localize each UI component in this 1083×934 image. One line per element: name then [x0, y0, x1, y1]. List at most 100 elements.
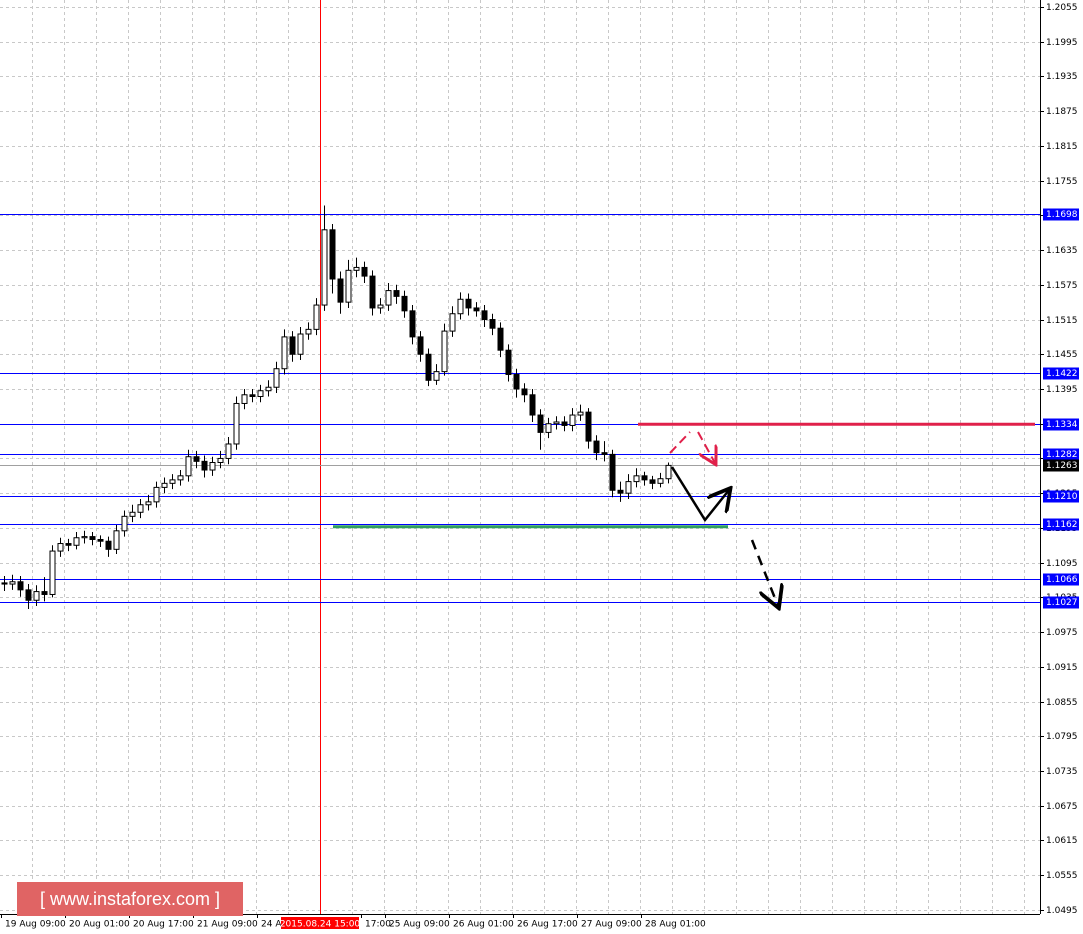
level-tag	[1043, 367, 1079, 380]
level-label: 1.1210	[1046, 492, 1078, 502]
y-tick-label: 1.1455	[1046, 350, 1078, 360]
y-tick-label: 1.0855	[1046, 698, 1078, 708]
x-tick-label: 21 Aug 09:00	[197, 920, 258, 930]
candle-body	[649, 479, 656, 484]
candle-body	[17, 581, 24, 591]
level-label: 1.1162	[1046, 520, 1078, 530]
candle-body	[489, 319, 496, 329]
candle-body	[305, 328, 312, 335]
candle-body	[345, 269, 352, 303]
watermark: [ www.instaforex.com ]	[17, 882, 243, 916]
candle-body	[561, 421, 568, 426]
price-label: 1.1263	[1046, 461, 1078, 471]
candle-body	[281, 336, 288, 370]
candle-body	[665, 464, 672, 480]
candle-body	[137, 504, 144, 513]
candle-body	[145, 501, 152, 506]
candle-body	[601, 452, 608, 455]
level-label: 1.1334	[1046, 420, 1078, 430]
candle-body	[513, 374, 520, 390]
forecast-arrows	[669, 431, 778, 606]
level-tag	[1043, 418, 1079, 431]
y-tick-label: 1.1095	[1046, 559, 1078, 569]
x-tick-label: 28 Aug 01:00	[645, 920, 706, 930]
candle-body	[81, 536, 88, 539]
candle-body	[153, 486, 160, 503]
candle-body	[217, 457, 224, 463]
candle-body	[1, 582, 8, 585]
arrow	[670, 466, 729, 523]
candle-body	[537, 414, 544, 433]
cursor-tag	[281, 917, 359, 929]
candle-body	[625, 481, 632, 494]
candle-body	[249, 394, 256, 398]
candle-body	[273, 368, 280, 388]
x-tick-label: 20 Aug 17:00	[133, 920, 194, 930]
candle-body	[617, 489, 624, 494]
level-tag	[1043, 573, 1079, 586]
x-tick-label: 20 Aug 01:00	[69, 920, 130, 930]
axes	[0, 0, 1041, 915]
y-tick-label: 1.2055	[1046, 3, 1078, 13]
candle-body	[609, 453, 616, 491]
candle-body	[569, 414, 576, 426]
y-tick-label: 1.1395	[1046, 385, 1078, 395]
candle-body	[377, 304, 384, 309]
y-tick-label: 1.1815	[1046, 142, 1078, 152]
candle-body	[313, 304, 320, 330]
watermark-text: [ www.instaforex.com ]	[40, 889, 220, 909]
candle-body	[97, 538, 104, 542]
candle-body	[417, 336, 424, 355]
candle-body	[113, 530, 120, 550]
candle-body	[297, 333, 304, 355]
grid	[0, 0, 1044, 914]
candle-body	[233, 402, 240, 445]
x-tick-label: 24 A	[261, 920, 282, 930]
candle-body	[353, 266, 360, 271]
candle-body	[185, 456, 192, 477]
candle-body	[433, 371, 440, 381]
arrow	[697, 431, 715, 463]
y-tick-label: 1.0555	[1046, 871, 1078, 881]
x-tick-label: 26 Aug 17:00	[517, 920, 578, 930]
candle-body	[49, 550, 56, 595]
level-label: 1.1282	[1046, 450, 1078, 460]
candle-body	[41, 591, 48, 595]
candle-body	[193, 456, 200, 462]
candle-body	[289, 336, 296, 355]
tags: 1.2055 1.1995 1.1935 1.1875 1.1815 1.1755 1.16…	[1, 3, 1079, 930]
candle-body	[121, 515, 128, 532]
candle-body	[481, 310, 488, 321]
y-tick-label: 1.0975	[1046, 628, 1078, 638]
candle-body	[585, 411, 592, 442]
y-tick-label: 1.0735	[1046, 767, 1078, 777]
candle-body	[425, 353, 432, 381]
candle-body	[257, 390, 264, 398]
y-tick-label: 1.0915	[1046, 663, 1078, 673]
candle-body	[65, 543, 72, 546]
y-tick-label: 1.0495	[1046, 906, 1078, 916]
y-tick-label: 1.0675	[1046, 802, 1078, 812]
y-tick-label: 1.1755	[1046, 177, 1078, 187]
candle-body	[393, 290, 400, 297]
cursor-label: 2015.08.24 15:00	[280, 920, 361, 930]
candle-body	[529, 394, 536, 416]
candle-body	[465, 298, 472, 309]
y-tick-label: 1.1635	[1046, 246, 1078, 256]
candle-body	[441, 330, 448, 373]
candle-body	[73, 537, 80, 546]
candle-body	[9, 581, 16, 585]
candle-body	[201, 460, 208, 471]
x-tick-label: 17:00	[365, 920, 391, 930]
candle-body	[401, 295, 408, 312]
level-tag	[1043, 518, 1079, 531]
y-tick-label: 1.0615	[1046, 836, 1078, 846]
candle-body	[593, 440, 600, 454]
marks	[0, 205, 1040, 609]
candle-body	[553, 421, 560, 425]
candle-body	[105, 540, 112, 550]
arrow	[750, 539, 778, 606]
level-tag	[1043, 448, 1079, 461]
candle-body	[177, 475, 184, 481]
